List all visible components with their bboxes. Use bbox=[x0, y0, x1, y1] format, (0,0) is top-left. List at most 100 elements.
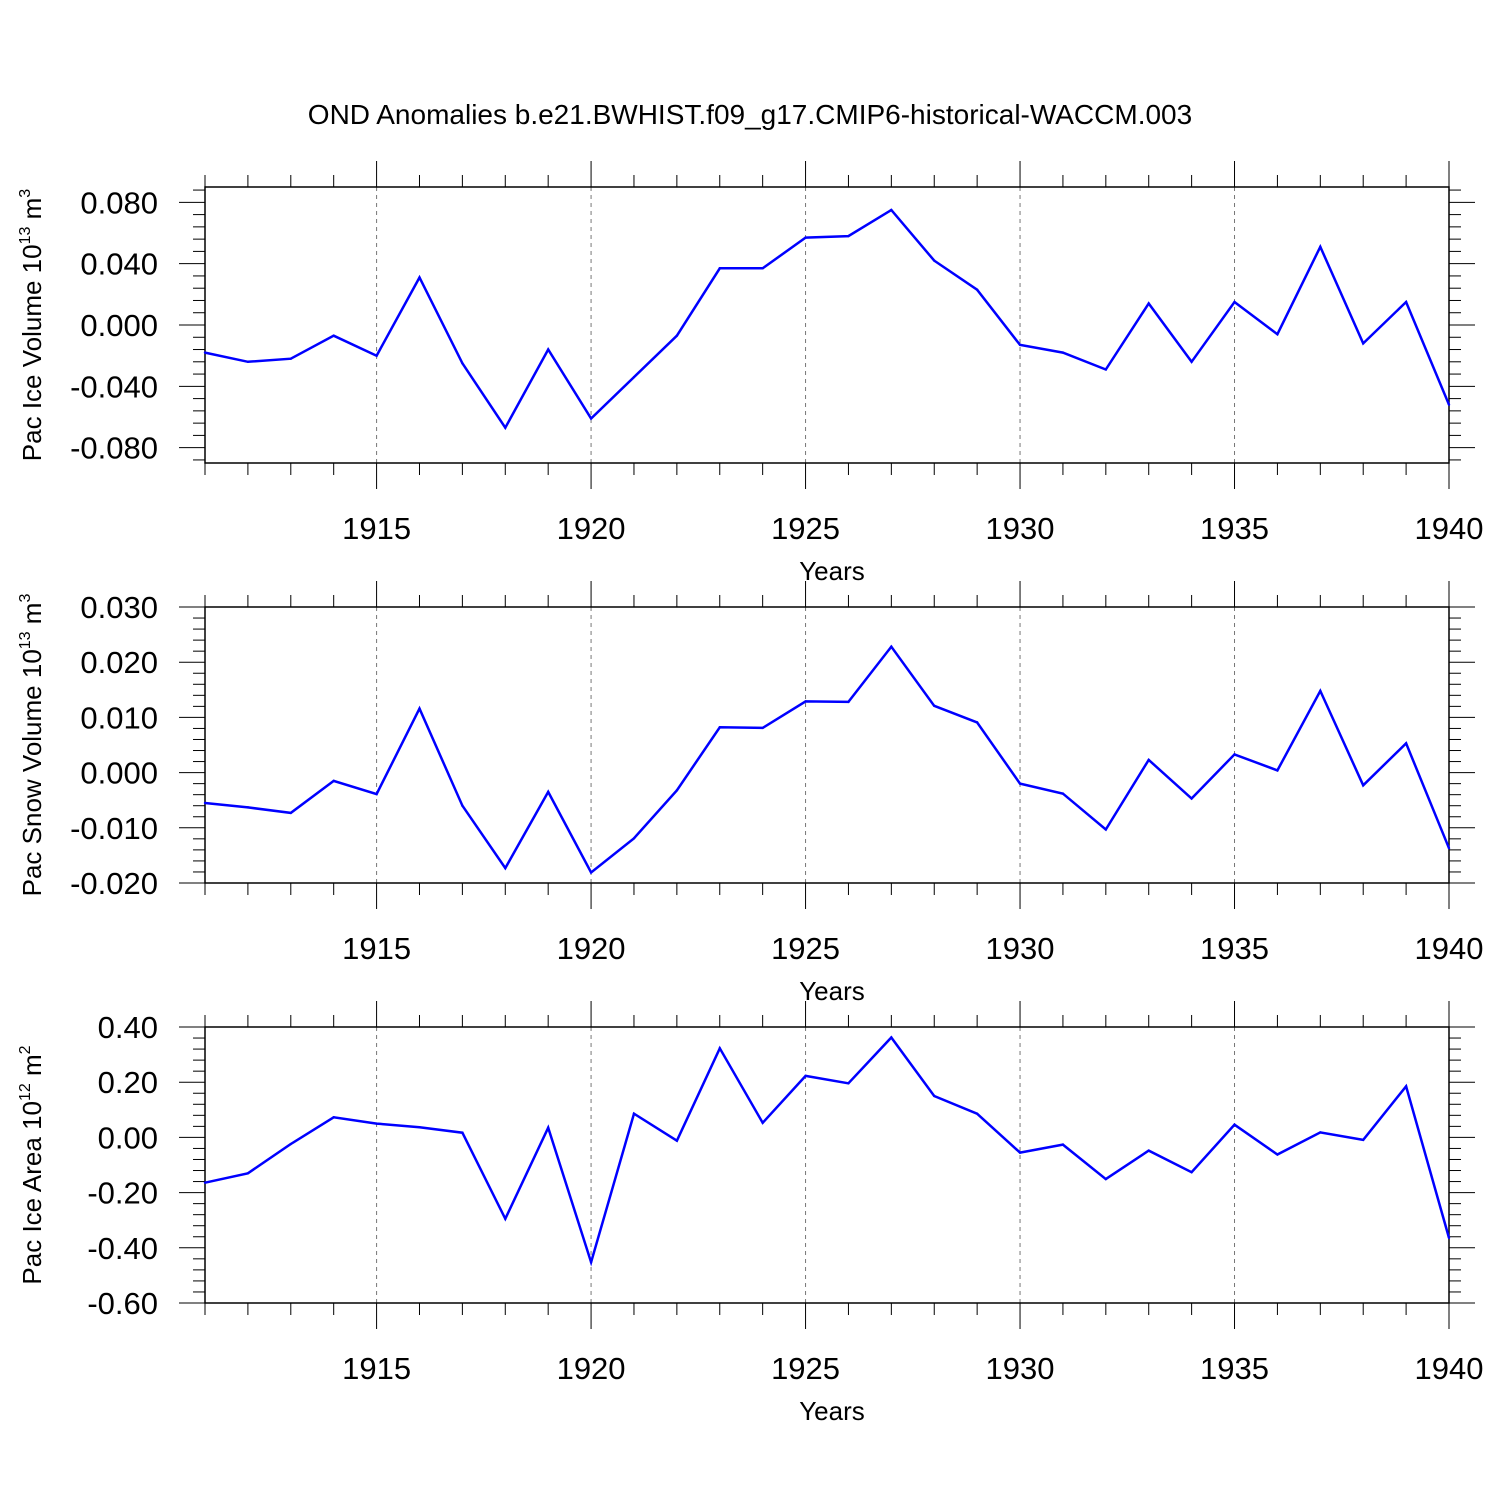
series-line bbox=[204, 208, 1451, 431]
data-point bbox=[289, 357, 292, 360]
data-point bbox=[718, 1047, 721, 1050]
data-point bbox=[890, 645, 893, 648]
data-point bbox=[718, 726, 721, 729]
data-point bbox=[675, 789, 679, 792]
data-point bbox=[461, 362, 464, 365]
y-axis-label-text: Pac Ice Area 10 bbox=[17, 1101, 47, 1285]
y-tick-label: 0.020 bbox=[80, 645, 158, 680]
data-point bbox=[1147, 302, 1150, 305]
data-point bbox=[1447, 847, 1451, 850]
data-point bbox=[203, 351, 207, 354]
data-point bbox=[461, 804, 464, 807]
data-point bbox=[546, 348, 550, 351]
data-point bbox=[289, 811, 292, 815]
x-tick-label: 1915 bbox=[342, 1351, 411, 1386]
x-tick-label: 1915 bbox=[342, 511, 411, 546]
data-point bbox=[1276, 769, 1279, 772]
data-point bbox=[289, 1142, 292, 1146]
x-axis-label: Years bbox=[799, 556, 865, 586]
x-tick-label: 1940 bbox=[1415, 511, 1484, 546]
data-point bbox=[933, 704, 936, 708]
data-point bbox=[1319, 689, 1322, 693]
data-point bbox=[589, 417, 593, 420]
y-tick-label: 0.030 bbox=[80, 590, 158, 625]
data-point bbox=[890, 208, 893, 212]
data-point bbox=[890, 1036, 893, 1039]
data-point bbox=[546, 1126, 550, 1129]
data-point bbox=[761, 267, 764, 270]
data-point bbox=[504, 866, 507, 870]
y-axis-label-unit-exponent: 3 bbox=[17, 594, 34, 603]
chart-title: OND Anomalies b.e21.BWHIST.f09_g17.CMIP6… bbox=[308, 99, 1192, 130]
data-point bbox=[1190, 797, 1193, 800]
data-point bbox=[375, 1122, 378, 1125]
y-axis-label-exponent: 13 bbox=[17, 631, 34, 649]
data-point bbox=[1233, 300, 1236, 304]
x-tick-label: 1935 bbox=[1200, 1351, 1269, 1386]
y-tick-label: -0.040 bbox=[70, 369, 158, 404]
y-axis-label-text: Pac Ice Volume 10 bbox=[17, 244, 47, 461]
data-point bbox=[332, 779, 335, 783]
data-point bbox=[1447, 1236, 1451, 1240]
y-tick-label: 0.080 bbox=[80, 185, 158, 220]
data-point bbox=[718, 267, 721, 270]
data-point bbox=[332, 1116, 335, 1119]
data-point bbox=[546, 790, 550, 794]
y-tick-label: -0.20 bbox=[87, 1176, 158, 1211]
x-tick-label: 1930 bbox=[986, 511, 1055, 546]
data-point bbox=[1061, 351, 1065, 354]
y-axis-label-text: Pac Snow Volume 10 bbox=[17, 649, 47, 896]
y-tick-label: -0.080 bbox=[70, 431, 158, 466]
data-point bbox=[1190, 360, 1193, 363]
data-point bbox=[332, 334, 335, 337]
y-axis-label-exponent: 13 bbox=[17, 226, 34, 244]
data-point bbox=[933, 259, 936, 262]
x-tick-label: 1930 bbox=[986, 1351, 1055, 1386]
x-tick-label: 1935 bbox=[1200, 511, 1269, 546]
y-tick-label: 0.00 bbox=[98, 1120, 158, 1155]
data-point bbox=[1018, 782, 1022, 785]
y-tick-label: -0.010 bbox=[70, 811, 158, 846]
data-point bbox=[246, 360, 250, 363]
data-point bbox=[1404, 742, 1408, 745]
data-point bbox=[804, 700, 807, 703]
x-tick-label: 1920 bbox=[557, 931, 626, 966]
data-point bbox=[504, 1217, 507, 1221]
data-point bbox=[1233, 753, 1236, 756]
y-axis-label-unit: m bbox=[17, 1054, 47, 1083]
data-point bbox=[847, 700, 850, 704]
data-point bbox=[975, 288, 979, 291]
data-point bbox=[504, 426, 507, 429]
y-axis-label-unit: m bbox=[17, 603, 47, 632]
y-tick-label: 0.010 bbox=[80, 700, 158, 735]
data-point bbox=[1018, 343, 1022, 347]
plot-frame bbox=[204, 606, 1450, 884]
x-tick-label: 1925 bbox=[771, 1351, 840, 1386]
data-point bbox=[589, 871, 593, 874]
panel-1: 1915 1920 1925 1930 1935 1940 Years -0.080 -0.04… bbox=[17, 161, 1483, 586]
y-tick-label: 0.040 bbox=[80, 247, 158, 282]
data-point bbox=[1233, 1123, 1236, 1126]
data-point bbox=[246, 806, 250, 809]
data-point bbox=[418, 276, 421, 279]
y-axis-label-unit-exponent: 2 bbox=[17, 1045, 34, 1054]
series-line bbox=[204, 1035, 1451, 1267]
data-point bbox=[1018, 1151, 1022, 1154]
x-tick-label: 1925 bbox=[771, 511, 840, 546]
data-point bbox=[933, 1094, 936, 1098]
data-point bbox=[1362, 1138, 1365, 1142]
y-axis-label: Pac Snow Volume 1013 m3 bbox=[17, 594, 47, 897]
y-axis-label: Pac Ice Area 1012 m2 bbox=[17, 1045, 47, 1284]
x-axis-label: Years bbox=[799, 976, 865, 1006]
data-point bbox=[847, 1082, 850, 1085]
data-point bbox=[804, 236, 807, 239]
data-point bbox=[461, 1131, 464, 1134]
series-line bbox=[204, 644, 1451, 875]
data-point bbox=[1362, 342, 1365, 345]
x-tick-label: 1925 bbox=[771, 931, 840, 966]
data-point bbox=[632, 837, 636, 840]
x-tick-label: 1940 bbox=[1415, 1351, 1484, 1386]
y-tick-label: 0.000 bbox=[80, 756, 158, 791]
